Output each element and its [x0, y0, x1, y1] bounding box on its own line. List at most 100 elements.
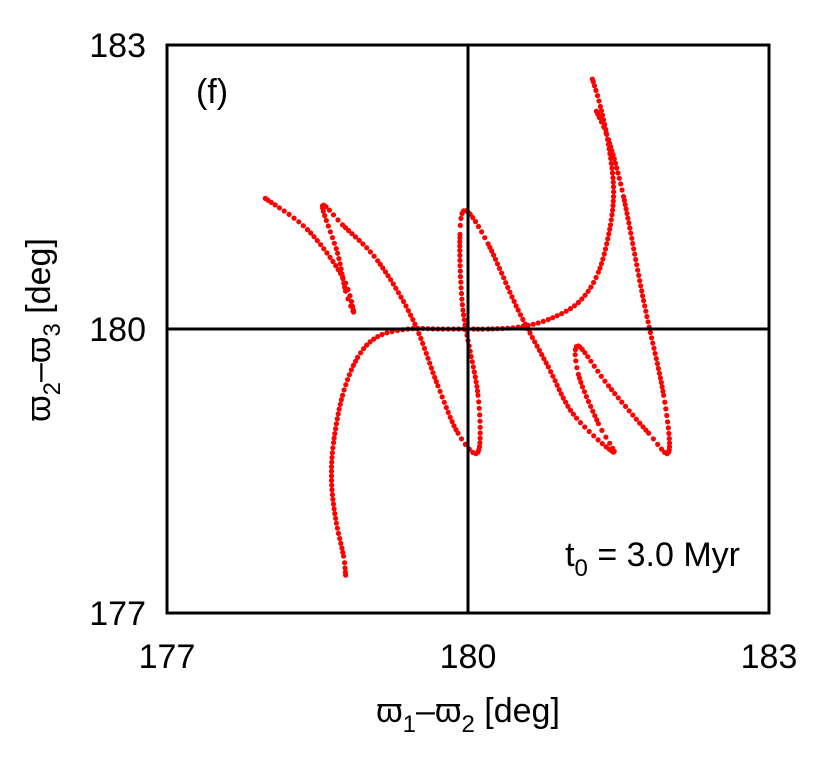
data-point — [608, 160, 614, 166]
data-point — [328, 468, 335, 474]
data-point — [335, 250, 341, 256]
data-point — [472, 374, 478, 380]
data-point — [457, 231, 463, 237]
data-point — [640, 293, 646, 299]
data-point — [286, 211, 292, 217]
data-point — [550, 373, 556, 379]
data-point — [513, 303, 519, 309]
data-point — [527, 330, 533, 336]
data-point — [330, 258, 336, 265]
data-point — [447, 414, 453, 420]
data-point — [574, 365, 580, 371]
data-point — [605, 236, 611, 242]
data-point — [545, 316, 551, 323]
data-point — [348, 367, 354, 373]
data-point — [650, 436, 657, 442]
data-point — [548, 369, 554, 375]
data-point — [541, 356, 547, 362]
data-point — [588, 284, 594, 290]
data-point — [291, 215, 297, 221]
data-point — [300, 223, 306, 229]
data-point — [660, 388, 666, 394]
x-axis-title-symbol: ϖ — [376, 692, 403, 730]
data-point — [479, 229, 485, 235]
data-point — [457, 274, 464, 280]
data-point — [637, 420, 643, 426]
y-axis-title-symbol: ϖ — [20, 395, 58, 422]
data-point — [489, 248, 495, 254]
y-axis-title-unit: [deg] — [20, 238, 58, 323]
data-point — [367, 339, 373, 345]
data-point — [330, 496, 336, 502]
data-point — [457, 243, 463, 249]
data-point — [477, 424, 483, 430]
data-point — [605, 383, 612, 389]
data-point — [327, 254, 333, 260]
data-point — [610, 184, 617, 190]
data-point — [631, 246, 637, 252]
data-point — [633, 416, 639, 422]
data-point — [333, 515, 339, 521]
data-point — [594, 93, 601, 99]
data-point — [333, 520, 339, 526]
data-point — [610, 203, 616, 209]
time-annotation-value: = 3.0 Myr — [588, 536, 740, 574]
data-point — [496, 265, 503, 271]
data-point — [475, 392, 481, 398]
data-point — [665, 419, 671, 425]
data-point — [579, 384, 586, 390]
data-point — [644, 313, 650, 320]
data-point — [624, 210, 630, 217]
data-point — [346, 372, 352, 378]
data-point — [314, 238, 320, 244]
data-point — [622, 403, 629, 409]
y-axis-title-mid: –ϖ — [20, 337, 58, 382]
data-point — [462, 322, 468, 328]
data-point — [511, 298, 517, 304]
y-axis-title-sub1: 2 — [39, 382, 66, 395]
data-point — [572, 352, 578, 358]
data-point — [559, 311, 565, 317]
data-point — [645, 319, 651, 325]
data-point — [601, 124, 607, 130]
data-point — [457, 252, 463, 258]
x-axis-title-sub1: 1 — [403, 711, 416, 738]
data-point — [618, 181, 624, 187]
data-point — [364, 342, 370, 348]
data-point — [633, 256, 639, 263]
data-point — [469, 359, 475, 365]
data-point — [325, 223, 331, 229]
data-point — [509, 294, 515, 300]
data-point — [540, 318, 546, 324]
data-point — [457, 239, 463, 245]
data-point — [329, 450, 335, 456]
data-point — [338, 540, 344, 547]
data-point — [333, 421, 339, 427]
data-point — [608, 387, 615, 393]
data-point — [588, 403, 594, 409]
data-point — [602, 246, 609, 252]
data-point — [491, 252, 497, 258]
data-point — [327, 229, 333, 235]
data-point — [477, 412, 483, 418]
data-point — [601, 251, 607, 257]
data-point — [598, 108, 605, 114]
data-point — [330, 501, 337, 507]
data-point — [400, 298, 407, 305]
data-point — [585, 398, 592, 405]
data-point — [591, 433, 597, 439]
data-point — [329, 235, 336, 241]
data-point — [332, 510, 338, 517]
data-point — [627, 225, 633, 231]
data-point — [330, 212, 337, 218]
data-point — [501, 275, 507, 281]
data-point — [328, 477, 335, 484]
data-point — [322, 213, 328, 219]
data-point — [334, 525, 340, 531]
data-point — [345, 377, 351, 383]
data-point — [610, 175, 616, 181]
data-point — [554, 382, 560, 388]
data-point — [607, 222, 614, 228]
data-point — [655, 365, 662, 372]
data-point — [605, 137, 612, 143]
